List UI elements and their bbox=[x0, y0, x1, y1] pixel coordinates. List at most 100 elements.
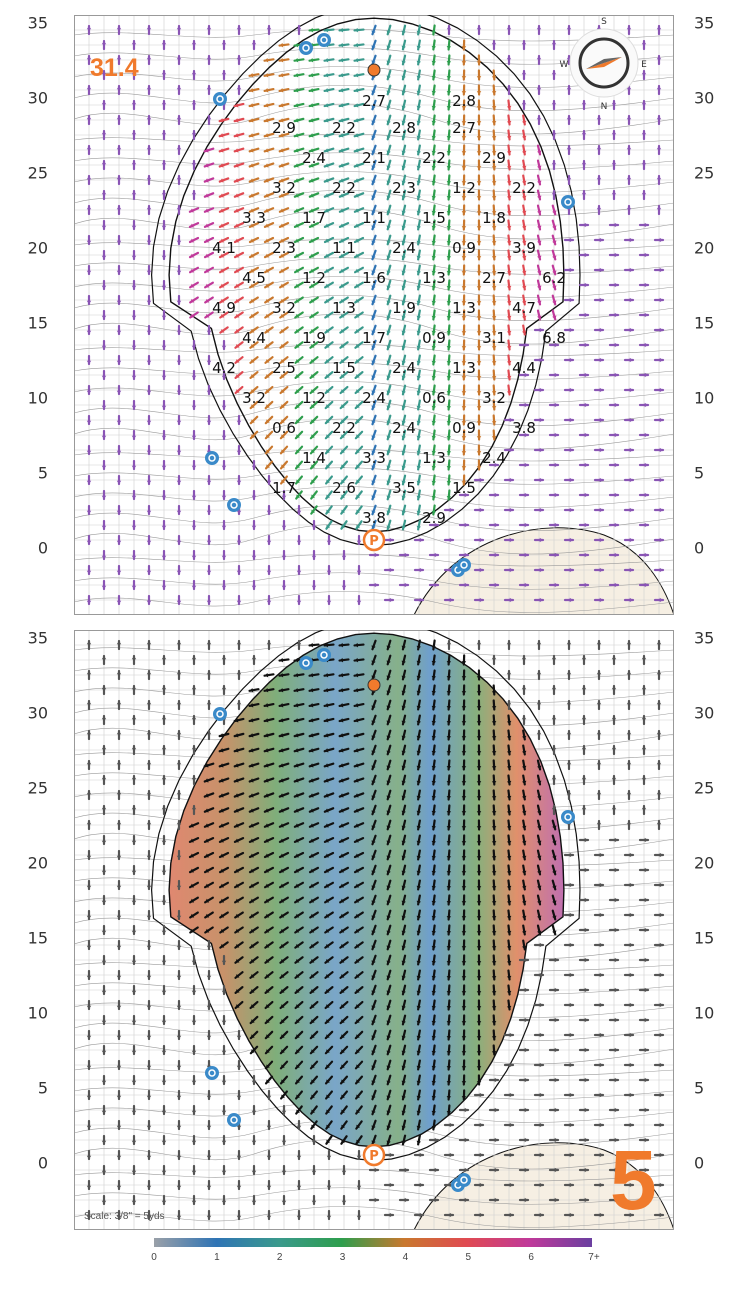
slope-arrow bbox=[476, 144, 482, 156]
slope-arrow bbox=[234, 341, 244, 349]
slope-arrow bbox=[266, 1119, 272, 1131]
slope-arrow bbox=[191, 654, 197, 666]
slope-arrow bbox=[293, 732, 305, 738]
slope-arrow bbox=[491, 969, 497, 981]
slope-arrow bbox=[101, 249, 107, 261]
slope-arrow bbox=[294, 296, 304, 304]
slope-arrow bbox=[548, 1017, 560, 1023]
slope-arrow bbox=[191, 369, 197, 381]
slope-arrow bbox=[86, 759, 92, 771]
slope-arrow bbox=[401, 39, 407, 51]
slope-arrow bbox=[86, 849, 92, 861]
slope-arrow bbox=[653, 1152, 665, 1158]
slope-arrow bbox=[206, 474, 212, 486]
slope-arrow bbox=[656, 759, 662, 771]
slope-arrow bbox=[371, 654, 377, 666]
slope-arrow bbox=[101, 189, 107, 201]
slope-arrow bbox=[338, 762, 350, 768]
slope-arrow bbox=[131, 429, 137, 441]
slope-arrow bbox=[386, 969, 392, 981]
slope-arrow bbox=[371, 24, 377, 36]
slope-arrow bbox=[461, 264, 467, 276]
slope-arrow bbox=[248, 822, 260, 828]
slope-arrow bbox=[491, 774, 497, 786]
slope-arrow bbox=[206, 414, 212, 426]
slope-value-label: 1.3 bbox=[452, 299, 476, 317]
slope-arrow bbox=[219, 296, 229, 304]
slope-arrow bbox=[310, 1090, 318, 1100]
slope-arrow bbox=[476, 1059, 482, 1071]
slope-arrow bbox=[518, 957, 530, 963]
slope-arrow bbox=[116, 1209, 122, 1221]
slope-arrow bbox=[461, 324, 467, 336]
slope-arrow bbox=[521, 219, 527, 231]
slope-arrow bbox=[386, 849, 392, 861]
slope-arrow bbox=[431, 84, 437, 96]
slope-arrow bbox=[536, 699, 542, 711]
slope-arrow bbox=[324, 926, 334, 934]
slope-arrow bbox=[131, 774, 137, 786]
slope-arrow bbox=[548, 987, 560, 993]
slope-arrow bbox=[263, 57, 275, 63]
slope-value-label: 1.3 bbox=[332, 299, 356, 317]
slope-arrow bbox=[294, 430, 304, 440]
slope-arrow bbox=[386, 444, 392, 456]
slope-arrow bbox=[386, 219, 392, 231]
slope-arrow bbox=[161, 399, 167, 411]
slope-arrow bbox=[296, 639, 302, 651]
slope-arrow bbox=[446, 669, 452, 681]
slope-arrow bbox=[518, 522, 530, 528]
slope-arrow bbox=[581, 744, 587, 756]
slope-arrow bbox=[86, 594, 92, 606]
slope-arrow bbox=[416, 189, 421, 201]
slope-arrow bbox=[203, 822, 215, 828]
slope-value-label: 4.7 bbox=[512, 299, 536, 317]
slope-arrow bbox=[191, 519, 197, 531]
slope-arrow bbox=[416, 54, 421, 66]
slope-arrow bbox=[234, 956, 244, 964]
slope-arrow bbox=[623, 1092, 635, 1098]
y-tick-label: 30 bbox=[27, 703, 48, 723]
slope-arrow bbox=[506, 639, 512, 651]
slope-arrow bbox=[563, 237, 575, 243]
slope-arrow bbox=[521, 39, 527, 51]
slope-arrow bbox=[431, 399, 437, 411]
slope-arrow bbox=[533, 1212, 545, 1218]
slope-arrow bbox=[249, 341, 259, 349]
slope-arrow bbox=[161, 219, 167, 231]
slope-arrow bbox=[521, 159, 527, 171]
slope-arrow bbox=[461, 834, 467, 846]
slope-arrow bbox=[338, 102, 350, 108]
slope-arrow bbox=[353, 807, 365, 813]
slope-arrow bbox=[401, 909, 407, 921]
slope-arrow bbox=[386, 519, 392, 531]
slope-arrow bbox=[293, 132, 305, 138]
slope-arrow bbox=[191, 99, 197, 111]
slope-arrow bbox=[566, 669, 572, 681]
slope-arrow bbox=[371, 249, 377, 261]
slope-arrow bbox=[578, 837, 590, 843]
slope-arrow bbox=[518, 1137, 530, 1143]
slope-arrow bbox=[491, 1044, 497, 1056]
slope-arrow bbox=[653, 1032, 665, 1038]
slope-arrow bbox=[476, 339, 482, 351]
slope-arrow bbox=[234, 326, 244, 334]
slope-arrow bbox=[188, 221, 200, 229]
slope-arrow bbox=[371, 369, 377, 381]
slope-arrow bbox=[248, 236, 260, 244]
slope-arrow bbox=[204, 311, 214, 319]
slope-arrow bbox=[566, 114, 572, 126]
slope-arrow bbox=[431, 819, 437, 831]
slope-arrow bbox=[488, 1197, 500, 1203]
slope-arrow bbox=[416, 489, 421, 501]
slope-arrow bbox=[278, 703, 290, 708]
slope-arrow bbox=[279, 385, 289, 395]
sprinkler-icon bbox=[213, 707, 227, 721]
slope-arrow bbox=[278, 42, 290, 48]
slope-arrow bbox=[86, 144, 92, 156]
slope-value-label: 3.8 bbox=[512, 419, 536, 437]
slope-arrow bbox=[191, 189, 197, 201]
slope-value-label: 2.5 bbox=[272, 359, 296, 377]
slope-arrow bbox=[611, 744, 617, 756]
slope-arrow bbox=[401, 1059, 407, 1071]
